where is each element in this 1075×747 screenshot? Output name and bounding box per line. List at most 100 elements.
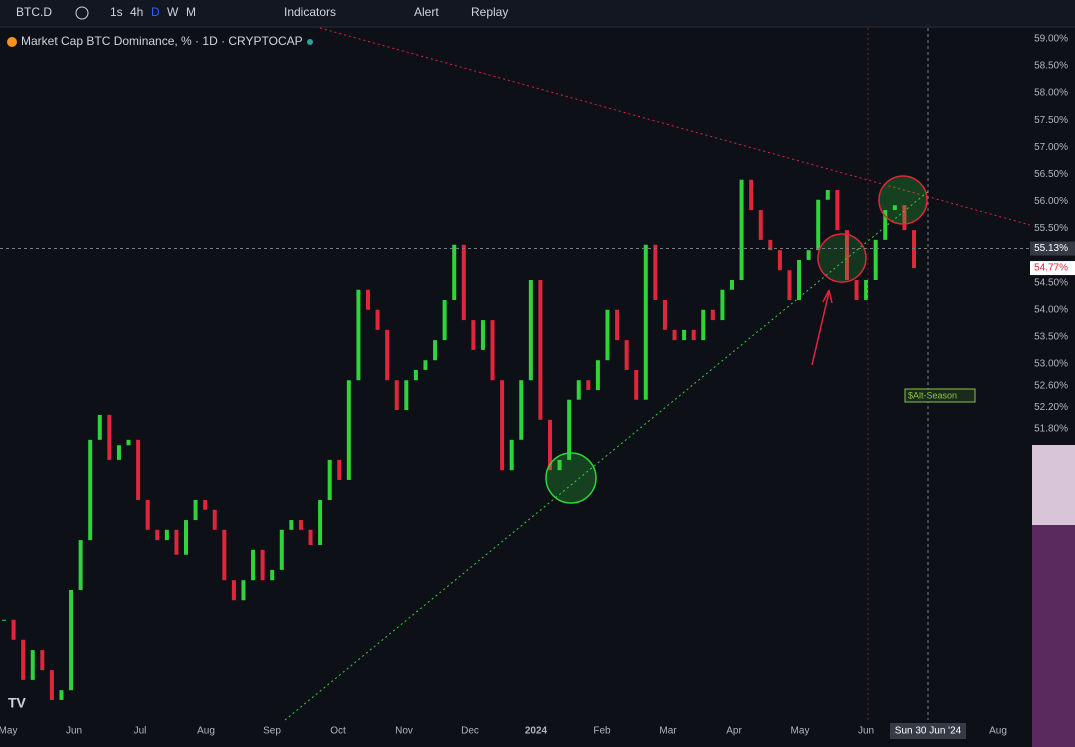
candle (682, 329, 687, 341)
candle (624, 340, 629, 370)
candle (107, 414, 112, 460)
candle (337, 459, 342, 480)
replay-button[interactable]: Replay (471, 5, 508, 19)
candle (69, 589, 74, 691)
toolbar (0, 0, 1075, 27)
candle (184, 520, 188, 555)
arrow (811, 291, 830, 366)
interval[interactable]: 1s (110, 5, 123, 19)
candle (452, 244, 457, 301)
candle (164, 529, 169, 541)
candle (672, 329, 677, 341)
x-tick-label: Mar (659, 726, 677, 737)
candle (528, 279, 533, 381)
indicators-button[interactable]: Indicators (284, 5, 336, 19)
y-tick-label: 51.80% (1034, 424, 1068, 435)
x-tick-label: Jul (134, 726, 147, 737)
candle (222, 529, 227, 581)
alert-button[interactable]: Alert (414, 5, 439, 19)
candle (758, 210, 763, 240)
x-tick-label: Feb (593, 726, 611, 737)
x-tick-label: Dec (461, 726, 479, 737)
candle (777, 250, 782, 271)
y-tick-label: 58.00% (1034, 88, 1068, 99)
candle (471, 320, 476, 350)
x-tick-label: Aug (197, 726, 215, 737)
add-symbol[interactable] (75, 6, 89, 20)
candle (375, 309, 380, 330)
interval[interactable]: 4h (130, 5, 143, 19)
candle (835, 190, 840, 231)
y-tick-label: 58.50% (1034, 61, 1068, 72)
interval[interactable]: D (151, 5, 160, 19)
candle (270, 569, 275, 581)
candle (251, 549, 256, 581)
candle (289, 520, 294, 530)
candle (576, 380, 581, 400)
x-tick-label: May (0, 726, 17, 737)
legend-title: Market Cap BTC Dominance, % · 1D · CRYPT… (21, 34, 303, 48)
y-tick-label: 54.50% (1034, 277, 1068, 288)
y-tick-label: 52.60% (1034, 380, 1068, 391)
candle (595, 360, 600, 390)
candle (816, 199, 821, 251)
candle (806, 250, 811, 260)
y-tick-label: 53.50% (1034, 332, 1068, 343)
candle (710, 309, 715, 321)
candle (346, 380, 351, 480)
candle (21, 639, 26, 680)
candle (174, 529, 179, 555)
crosshair-date: Sun 30 Jun '24 (895, 726, 962, 737)
candle (662, 300, 667, 330)
y-tick-label: 56.00% (1034, 196, 1068, 207)
status-dot (307, 39, 313, 45)
candle (653, 244, 658, 301)
candle (145, 499, 150, 530)
plot (2, 179, 916, 700)
y-tick-label: 55.50% (1034, 223, 1068, 234)
x-tick-label: Jun (858, 726, 874, 737)
candle (461, 244, 466, 321)
x-tick-label: Apr (726, 726, 742, 737)
crosshair-price: 55.13% (1034, 243, 1068, 254)
candle (912, 230, 916, 269)
candle (231, 580, 236, 601)
candle (883, 210, 888, 240)
x-tick-label: May (791, 726, 810, 737)
candle (490, 320, 495, 381)
candle (155, 529, 160, 541)
candle (643, 244, 648, 400)
candle (442, 300, 447, 341)
candle (720, 289, 725, 321)
btc-icon (7, 37, 17, 47)
y-tick-label: 53.00% (1034, 359, 1068, 370)
candle (634, 369, 639, 400)
annotation: $Alt-Season (908, 390, 957, 400)
candle (691, 329, 696, 341)
candle (825, 190, 830, 200)
candle (567, 399, 572, 460)
candle (519, 380, 524, 440)
candle (404, 380, 409, 411)
highlight-circle (545, 452, 597, 504)
candle (730, 279, 734, 290)
candle (203, 499, 208, 510)
symbol[interactable]: BTC.D (16, 5, 52, 19)
candle (768, 239, 773, 251)
candle (193, 499, 198, 521)
candle (2, 619, 6, 621)
interval[interactable]: M (186, 5, 196, 19)
candle (366, 289, 370, 310)
x-tick-label: Nov (395, 726, 413, 737)
crosshair-price-box (1030, 241, 1075, 256)
arrow-head (822, 289, 833, 304)
candle (385, 329, 390, 381)
candle (298, 520, 303, 530)
candle (605, 309, 610, 361)
candle (739, 179, 744, 280)
candle (356, 289, 361, 381)
x-tick-label: Jun (66, 726, 82, 737)
interval[interactable]: W (167, 5, 179, 19)
candle (30, 650, 35, 680)
y-tick-label: 56.50% (1034, 169, 1068, 180)
